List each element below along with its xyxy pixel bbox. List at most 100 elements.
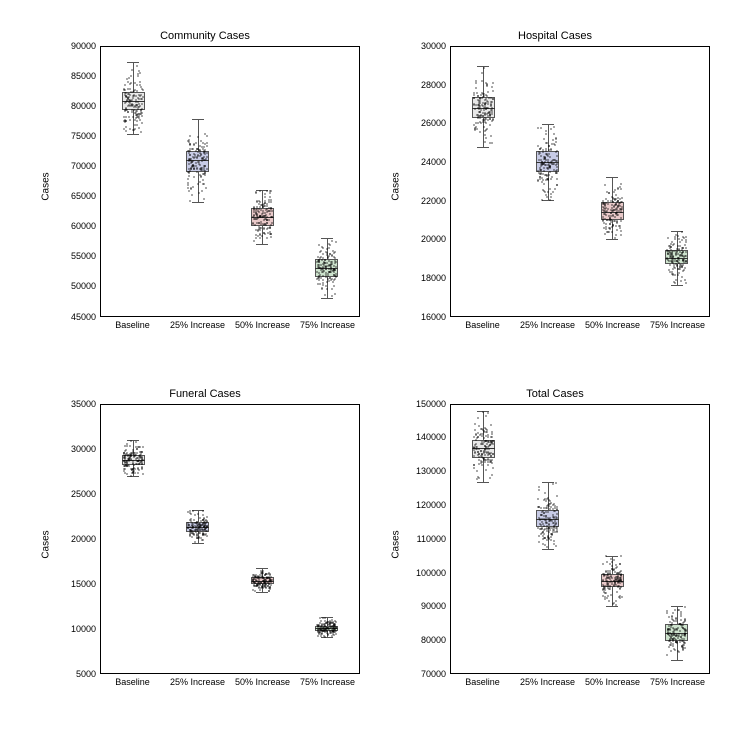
scatter-point bbox=[679, 630, 681, 632]
scatter-point bbox=[270, 581, 272, 583]
scatter-point bbox=[674, 274, 676, 276]
scatter-point bbox=[549, 188, 551, 190]
scatter-point bbox=[537, 127, 539, 129]
scatter-point bbox=[255, 237, 257, 239]
scatter-point bbox=[616, 220, 618, 222]
scatter-point bbox=[130, 75, 132, 77]
scatter-point bbox=[553, 169, 555, 171]
whisker-cap bbox=[542, 549, 554, 550]
y-tick-label: 150000 bbox=[416, 399, 446, 409]
scatter-point bbox=[487, 91, 489, 93]
scatter-point bbox=[324, 294, 326, 296]
plot-area bbox=[450, 46, 710, 317]
scatter-point bbox=[139, 84, 141, 86]
scatter-point bbox=[679, 241, 681, 243]
scatter-point bbox=[325, 285, 327, 287]
scatter-point bbox=[671, 261, 673, 263]
scatter-point bbox=[612, 225, 614, 227]
scatter-point bbox=[682, 649, 684, 651]
scatter-point bbox=[556, 509, 558, 511]
scatter-point bbox=[133, 452, 135, 454]
scatter-point bbox=[610, 221, 612, 223]
scatter-point bbox=[319, 283, 321, 285]
whisker-cap bbox=[127, 62, 139, 63]
scatter-point bbox=[492, 467, 494, 469]
scatter-point bbox=[199, 525, 201, 527]
scatter-point bbox=[198, 192, 200, 194]
scatter-point bbox=[540, 155, 542, 157]
scatter-point bbox=[544, 492, 546, 494]
scatter-point bbox=[607, 583, 609, 585]
scatter-point bbox=[489, 124, 491, 126]
scatter-point bbox=[681, 249, 683, 251]
scatter-point bbox=[266, 219, 268, 221]
plot-row: Cases5000100001500020000250003000035000 bbox=[50, 404, 360, 675]
scatter-point bbox=[672, 256, 674, 258]
scatter-point bbox=[199, 149, 201, 151]
scatter-point bbox=[206, 145, 208, 147]
scatter-point bbox=[253, 207, 255, 209]
scatter-point bbox=[611, 210, 613, 212]
scatter-point bbox=[193, 165, 195, 167]
scatter-point bbox=[187, 184, 189, 186]
scatter-point bbox=[620, 555, 622, 557]
scatter-point bbox=[538, 506, 540, 508]
scatter-point bbox=[256, 215, 258, 217]
subplot-title: Community Cases bbox=[50, 30, 360, 42]
scatter-point bbox=[475, 82, 477, 84]
scatter-point bbox=[271, 216, 273, 218]
scatter-point bbox=[264, 196, 266, 198]
scatter-point bbox=[485, 118, 487, 120]
scatter-point bbox=[606, 219, 608, 221]
scatter-point bbox=[483, 109, 485, 111]
y-tick-label: 28000 bbox=[421, 80, 446, 90]
scatter-point bbox=[324, 259, 326, 261]
scatter-point bbox=[123, 89, 125, 91]
scatter-point bbox=[333, 252, 335, 254]
scatter-point bbox=[615, 225, 617, 227]
scatter-point bbox=[259, 589, 261, 591]
scatter-point bbox=[203, 198, 205, 200]
scatter-point bbox=[128, 96, 130, 98]
scatter-point bbox=[542, 523, 544, 525]
scatter-point bbox=[201, 160, 203, 162]
scatter-point bbox=[484, 449, 486, 451]
scatter-point bbox=[199, 181, 201, 183]
scatter-point bbox=[545, 522, 547, 524]
scatter-point bbox=[137, 472, 139, 474]
whisker-cap bbox=[671, 660, 683, 661]
scatter-point bbox=[667, 237, 669, 239]
scatter-point bbox=[477, 99, 479, 101]
scatter-point bbox=[609, 586, 611, 588]
scatter-point bbox=[555, 160, 557, 162]
scatter-point bbox=[191, 522, 193, 524]
whisker-cap bbox=[321, 238, 333, 239]
scatter-point bbox=[612, 197, 614, 199]
y-axis: 4500050000550006000065000700007500080000… bbox=[64, 46, 100, 317]
scatter-point bbox=[488, 445, 490, 447]
scatter-point bbox=[608, 588, 610, 590]
scatter-point bbox=[554, 505, 556, 507]
y-tick-label: 24000 bbox=[421, 157, 446, 167]
scatter-point bbox=[485, 440, 487, 442]
scatter-point bbox=[619, 588, 621, 590]
scatter-point bbox=[547, 161, 549, 163]
scatter-point bbox=[487, 440, 489, 442]
scatter-point bbox=[320, 635, 322, 637]
scatter-point bbox=[324, 620, 326, 622]
whisker-cap bbox=[477, 482, 489, 483]
scatter-point bbox=[328, 247, 330, 249]
scatter-point bbox=[200, 537, 202, 539]
scatter-point bbox=[617, 580, 619, 582]
scatter-point bbox=[677, 257, 679, 259]
scatter-point bbox=[321, 246, 323, 248]
scatter-point bbox=[335, 621, 337, 623]
plot-area bbox=[100, 404, 360, 675]
scatter-point bbox=[205, 187, 207, 189]
scatter-point bbox=[135, 441, 137, 443]
whisker-cap bbox=[127, 476, 139, 477]
scatter-point bbox=[316, 261, 318, 263]
scatter-point bbox=[190, 168, 192, 170]
scatter-point bbox=[669, 252, 671, 254]
scatter-point bbox=[188, 190, 190, 192]
